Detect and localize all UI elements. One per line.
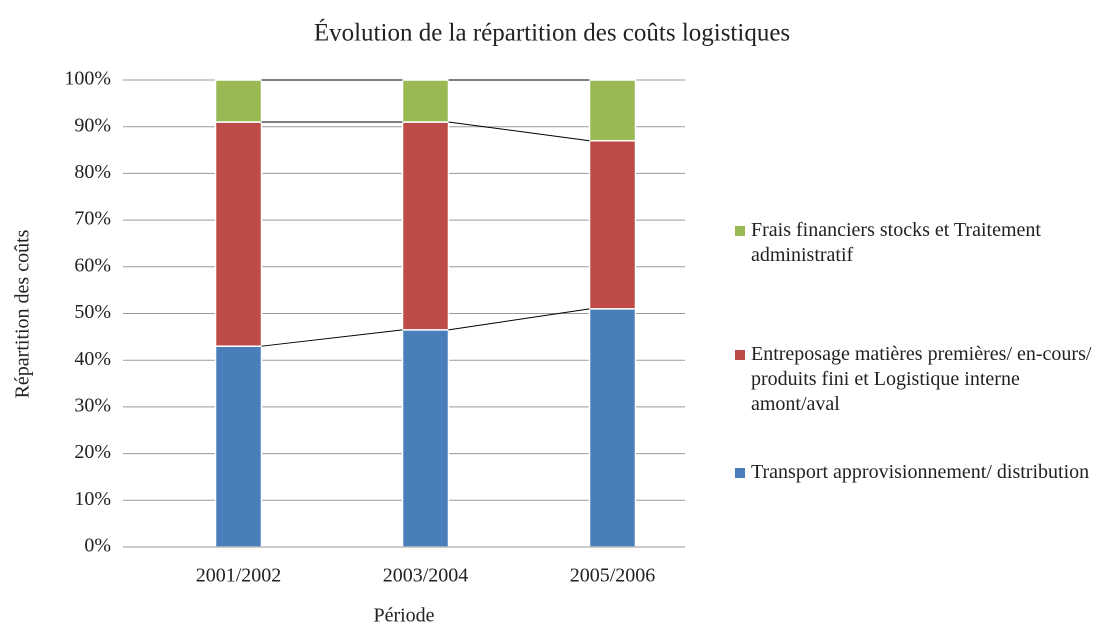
bar-segment (214, 121, 263, 347)
series-connector (448, 308, 590, 331)
x-axis-label: Période (373, 605, 434, 627)
y-tick-label: 10% (74, 488, 111, 510)
x-tick-label: 2003/2004 (383, 565, 469, 587)
legend-item: Entreposage matières premières/ en-cours… (735, 342, 1095, 417)
y-tick-label: 100% (64, 68, 111, 90)
y-axis-label: Répartition des coûts (12, 229, 34, 398)
y-tick-label: 60% (74, 254, 111, 276)
legend-label: Transport approvisionnement/ distributio… (751, 461, 1090, 483)
y-tick-label: 40% (74, 348, 111, 370)
bar-segment (401, 121, 450, 331)
y-tick-label: 90% (74, 114, 111, 136)
y-tick-label: 70% (74, 208, 111, 230)
bar-segment (588, 139, 637, 310)
bar-segment (401, 79, 450, 123)
legend-swatch (735, 226, 745, 236)
y-tick-label: 50% (74, 301, 111, 323)
legend-label: Frais financiers stocks et Traitement ad… (751, 219, 1041, 266)
chart-title: Évolution de la répartition des coûts lo… (314, 19, 790, 47)
y-tick-label: 30% (74, 394, 111, 416)
legend-swatch (735, 350, 745, 360)
y-tick-label: 0% (84, 535, 111, 557)
bar-segment (588, 308, 637, 548)
legend-item: Transport approvisionnement/ distributio… (735, 460, 1095, 485)
x-tick-label: 2001/2002 (196, 565, 282, 587)
bar-segment (214, 79, 263, 123)
y-tick-label: 80% (74, 161, 111, 183)
legend-label: Entreposage matières premières/ en-cours… (751, 343, 1092, 415)
legend-swatch (735, 468, 745, 478)
x-tick-label: 2005/2006 (570, 565, 656, 587)
bar-segment (588, 79, 637, 142)
series-connector (261, 329, 403, 347)
legend-item: Frais financiers stocks et Traitement ad… (735, 218, 1095, 268)
y-tick-label: 20% (74, 441, 111, 463)
bar-segment (214, 345, 263, 548)
bar-segment (401, 329, 450, 548)
series-connector (448, 121, 590, 142)
